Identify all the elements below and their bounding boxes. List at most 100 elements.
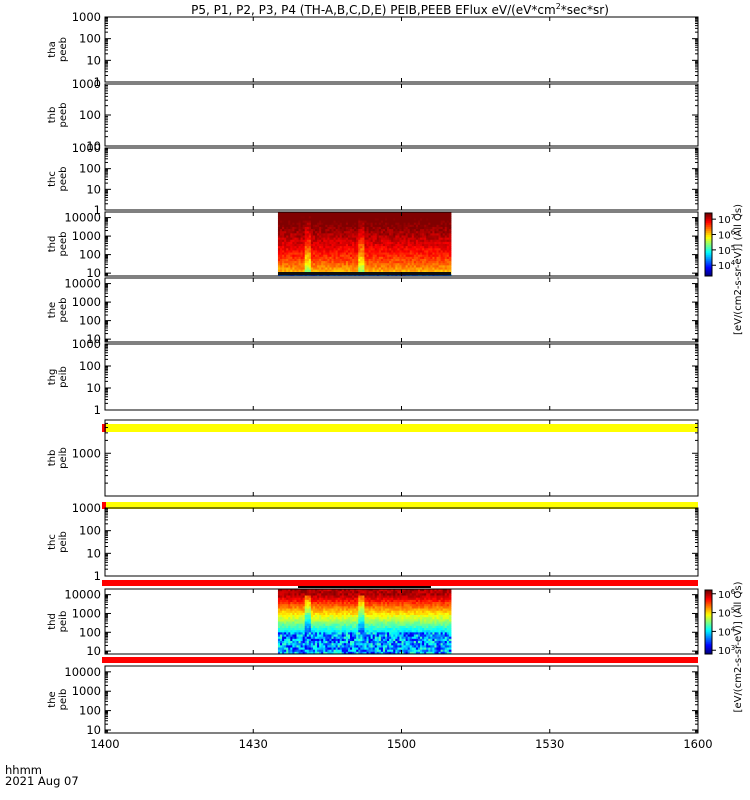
spectrogram-cell: [430, 212, 433, 215]
spectrogram-cell: [387, 602, 390, 605]
spectrogram-cell: [389, 222, 392, 226]
spectrogram-cell: [341, 641, 345, 644]
spectrogram-cell: [325, 246, 328, 249]
spectrogram-cell: [308, 623, 312, 627]
spectrogram-cell: [380, 237, 384, 241]
spectrogram-cell: [415, 258, 419, 262]
spectrogram-cell: [407, 265, 411, 268]
spectrogram-cell: [288, 625, 291, 629]
spectrogram-cell: [426, 241, 429, 245]
spectrogram-cell: [308, 212, 312, 215]
spectrogram-cell: [284, 261, 287, 264]
spectrogram-cell: [397, 608, 400, 612]
spectrogram-cell: [436, 273, 440, 277]
spectrogram-cell: [378, 643, 382, 646]
spectrogram-cell: [354, 229, 357, 232]
spectrogram-cell: [337, 222, 341, 226]
spectrogram-cell: [417, 263, 421, 266]
spectrogram-cell: [308, 651, 312, 655]
spectrogram-cell: [312, 244, 316, 247]
spectrogram-cell: [321, 621, 324, 625]
spectrogram-cell: [331, 615, 335, 618]
y-tick-label: 100: [79, 162, 101, 176]
spectrogram-cell: [403, 273, 407, 277]
spectrogram-cell: [312, 235, 316, 239]
spectrogram-cell: [317, 212, 320, 215]
spectrogram-cell: [430, 254, 433, 258]
spectrogram-cell: [409, 214, 413, 217]
spectrogram-cell: [393, 612, 396, 616]
spectrogram-cell: [380, 630, 384, 633]
spectrogram-cell: [387, 625, 390, 629]
spectrogram-cell: [294, 634, 297, 638]
spectrogram-cell: [302, 599, 306, 603]
spectrogram-cell: [345, 265, 349, 268]
spectrogram-cell: [426, 252, 429, 256]
spectrogram-cell: [389, 604, 392, 607]
spectrogram-cell: [308, 220, 312, 224]
spectrogram-cell: [434, 224, 437, 228]
spectrogram-cell: [366, 636, 370, 640]
spectrogram-cell: [393, 595, 396, 599]
spectrogram-cell: [312, 263, 316, 266]
spectrogram-cell: [401, 252, 405, 256]
spectrogram-cell: [323, 269, 326, 273]
spectrogram-cell: [333, 636, 337, 640]
spectrogram-cell: [401, 604, 405, 607]
spectrogram-cell: [370, 621, 374, 625]
spectrogram-cell: [368, 267, 372, 271]
spectrogram-cell: [323, 610, 326, 614]
spectrogram-cell: [335, 647, 339, 651]
spectrogram-cell: [345, 608, 349, 612]
spectrogram-cell: [448, 250, 452, 254]
spectrogram-cell: [345, 212, 349, 215]
spectrogram-cell: [345, 606, 349, 609]
spectrogram-cell: [280, 231, 283, 234]
spectrogram-cell: [339, 619, 343, 622]
spectrogram-cell: [368, 606, 372, 609]
spectrogram-cell: [376, 636, 380, 640]
spectrogram-cell: [426, 250, 429, 254]
spectrogram-cell: [378, 619, 382, 622]
spectrogram-cell: [329, 630, 332, 633]
spectrogram-cell: [286, 595, 289, 599]
spectrogram-cell: [319, 237, 322, 241]
spectrogram-cell: [310, 220, 314, 224]
spectrogram-cell: [341, 239, 345, 243]
spectrogram-cell: [448, 241, 452, 245]
spectrogram-cell: [424, 212, 427, 215]
spectrogram-cell: [407, 244, 411, 247]
spectrogram-cell: [424, 267, 427, 271]
spectrogram-cell: [312, 617, 316, 620]
spectrogram-cell: [323, 599, 326, 603]
spectrogram-cell: [339, 628, 343, 631]
spectrogram-cell: [382, 597, 386, 601]
spectrogram-cell: [405, 608, 409, 612]
spectrogram-cell: [364, 610, 367, 614]
spectrogram-cell: [325, 252, 328, 256]
spectrogram-cell: [436, 267, 440, 271]
spectrogram-cell: [358, 235, 361, 239]
spectrogram-cell: [405, 593, 409, 596]
spectrogram-cell: [286, 220, 289, 224]
spectrogram-cell: [296, 256, 300, 260]
spectrogram-cell: [378, 265, 382, 268]
spectrogram-cell: [350, 220, 353, 224]
spectrogram-cell: [286, 610, 289, 614]
spectrogram-cell: [296, 218, 300, 222]
spectrogram-cell: [292, 241, 295, 245]
spectrogram-cell: [312, 636, 316, 640]
spectrogram-cell: [393, 273, 396, 277]
spectrogram-cell: [288, 634, 291, 638]
spectrogram-cell: [405, 638, 409, 642]
spectrogram-cell: [360, 252, 363, 256]
spectrogram-cell: [315, 273, 318, 277]
spectrogram-cell: [368, 233, 372, 236]
spectrogram-cell: [310, 595, 314, 599]
spectrogram-cell: [391, 602, 394, 605]
spectrogram-cell: [321, 615, 324, 618]
spectrogram-cell: [312, 256, 316, 260]
spectrogram-cell: [310, 226, 314, 230]
spectrogram-cell: [317, 597, 320, 601]
spectrogram-cell: [327, 222, 330, 226]
